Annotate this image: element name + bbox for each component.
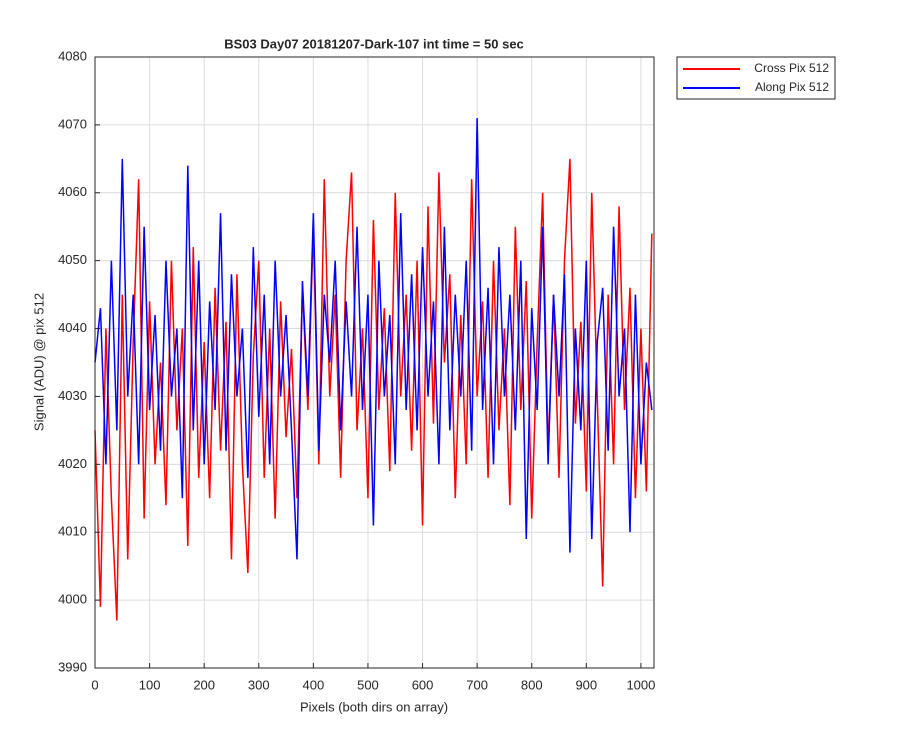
y-tick-label: 4050 — [58, 252, 87, 267]
ticks: 0 100 200 300 400 500 600 700 800 900 1000 3990 4000… — [58, 48, 655, 692]
lines — [94, 118, 653, 621]
x-tick-label: 200 — [193, 677, 215, 692]
y-tick-label: 3990 — [58, 659, 87, 674]
legend: Cross Pix 512 Along Pix 512 — [683, 61, 829, 94]
x-axis-label: Pixels (both dirs on array) — [300, 699, 448, 714]
legend-label: Cross Pix 512 — [754, 61, 829, 75]
y-tick-label: 4070 — [58, 116, 87, 131]
x-tick-label: 400 — [303, 677, 325, 692]
chart-title: BS03 Day07 20181207-Dark-107 int time = … — [224, 36, 524, 51]
x-tick-label: 100 — [139, 677, 161, 692]
series-line — [94, 118, 653, 560]
y-tick-label: 4080 — [58, 48, 87, 63]
x-tick-label: 600 — [412, 677, 434, 692]
x-tick-label: 700 — [466, 677, 488, 692]
x-tick-label: 900 — [575, 677, 597, 692]
series-line — [94, 158, 653, 621]
y-tick-label: 4000 — [58, 592, 87, 607]
y-tick-label: 4040 — [58, 320, 87, 335]
legend-label: Along Pix 512 — [755, 80, 829, 94]
y-tick-label: 4060 — [58, 184, 87, 199]
x-tick-label: 1000 — [626, 677, 655, 692]
x-tick-label: 0 — [91, 677, 98, 692]
plot-area — [95, 57, 654, 668]
axes-box — [94, 56, 655, 669]
y-tick-label: 4030 — [58, 388, 87, 403]
y-tick-label: 4010 — [58, 524, 87, 539]
legend-box — [676, 56, 836, 100]
x-tick-label: 500 — [357, 677, 379, 692]
x-tick-label: 800 — [521, 677, 543, 692]
x-tick-label: 300 — [248, 677, 270, 692]
y-axis-label: Signal (ADU) @ pix 512 — [31, 293, 46, 431]
y-tick-label: 4020 — [58, 456, 87, 471]
